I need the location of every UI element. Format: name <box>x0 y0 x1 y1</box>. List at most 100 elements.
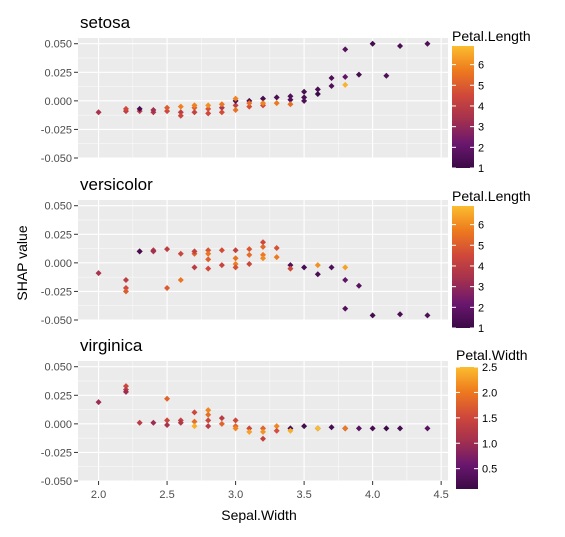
legend-tick-label: 2 <box>478 142 484 154</box>
data-point <box>164 422 171 428</box>
data-point <box>424 312 431 319</box>
data-point <box>218 415 225 422</box>
legend-tick-label: 6 <box>478 220 484 232</box>
data-point <box>136 105 143 112</box>
data-point <box>177 277 184 283</box>
data-point <box>424 425 431 432</box>
y-tick-label: -0.050 <box>41 153 72 165</box>
panel-background <box>78 361 448 481</box>
data-point <box>232 425 239 432</box>
data-point <box>150 248 157 255</box>
data-point <box>177 250 184 257</box>
legend-tick-label: 1 <box>478 163 484 175</box>
data-point <box>260 255 266 262</box>
data-point <box>205 265 212 272</box>
data-point <box>150 107 157 113</box>
facet-panel-setosa: -0.050 -0.025 0.000 0.025 0.050 setosa <box>41 13 448 165</box>
x-axis: 2.0 2.5 3.0 3.5 4.0 4.5 <box>91 481 449 501</box>
data-point <box>287 101 294 108</box>
legend-tick-label: 1.0 <box>482 438 497 450</box>
data-point <box>218 109 225 116</box>
data-point <box>287 262 294 269</box>
data-point <box>164 104 171 111</box>
data-point <box>301 88 308 95</box>
data-point <box>177 109 184 116</box>
data-point <box>246 261 253 267</box>
legend-tick-label: 3 <box>478 282 484 294</box>
legend-colorbar <box>452 206 474 328</box>
y-tick-label: -0.050 <box>41 476 72 488</box>
data-point <box>232 264 239 271</box>
data-point <box>232 247 239 254</box>
data-point <box>136 419 143 426</box>
data-point <box>191 409 198 416</box>
facet-panel-virginica: -0.050 -0.025 0.000 0.025 0.050 virginica <box>41 336 448 488</box>
data-point <box>273 245 280 251</box>
y-tick-label: 0.000 <box>44 419 72 431</box>
data-point <box>95 109 102 116</box>
data-point <box>191 418 198 425</box>
data-point <box>122 105 129 112</box>
x-tick-label: 3.5 <box>296 489 311 501</box>
data-point <box>383 72 390 79</box>
legend-tick-label: 6 <box>478 60 484 72</box>
data-point <box>205 105 212 112</box>
y-tick-label: 0.025 <box>44 390 72 402</box>
data-point <box>342 425 349 432</box>
data-point <box>342 305 349 312</box>
y-tick-label: -0.025 <box>41 447 72 459</box>
data-point <box>122 288 129 295</box>
data-point <box>314 425 321 432</box>
y-tick-label: 0.000 <box>44 258 72 270</box>
data-point <box>122 285 129 291</box>
data-point <box>273 254 280 261</box>
legend-tick-label: 2 <box>478 302 484 314</box>
data-point <box>314 271 321 278</box>
data-point <box>177 419 184 426</box>
data-point <box>314 262 321 269</box>
data-point <box>301 94 308 101</box>
data-point <box>246 100 253 107</box>
color-legend-versicolor: Petal.Length 1 2 3 4 5 6 <box>452 188 531 335</box>
facet-panels: -0.050-0.0250.0000.0250.050setosa-0.050-… <box>41 13 448 488</box>
data-point <box>328 83 335 89</box>
data-point <box>232 107 239 113</box>
data-point <box>342 81 349 88</box>
y-tick-label: 0.025 <box>44 67 72 79</box>
color-legend-virginica: Petal.Width 0.5 1.0 1.5 2.0 2.5 <box>456 347 528 489</box>
data-point <box>232 102 239 109</box>
data-point <box>369 425 376 432</box>
data-point <box>191 102 198 109</box>
y-tick-label: 0.050 <box>44 362 72 374</box>
data-point <box>301 97 308 104</box>
data-point <box>260 435 266 442</box>
data-point <box>205 417 212 424</box>
data-point <box>164 395 171 402</box>
data-point <box>287 93 294 100</box>
data-point <box>287 265 294 272</box>
data-point <box>205 110 212 117</box>
data-point <box>342 264 349 271</box>
legend-tick-label: 5 <box>478 240 484 252</box>
data-point <box>301 264 308 271</box>
data-point <box>260 425 266 432</box>
data-point <box>287 96 294 103</box>
data-point <box>355 282 362 289</box>
data-point <box>164 285 171 291</box>
data-point <box>122 388 129 395</box>
data-point <box>246 428 253 435</box>
facet-panel-versicolor: -0.050 -0.025 0.000 0.025 0.050 versicolor <box>41 175 448 327</box>
data-point <box>314 86 321 93</box>
x-tick-label: 3.0 <box>228 489 243 501</box>
y-tick-label: 0.025 <box>44 229 72 241</box>
data-point <box>342 46 349 53</box>
data-point <box>273 427 280 434</box>
data-point <box>205 250 212 257</box>
data-point <box>369 312 376 319</box>
data-point <box>342 73 349 80</box>
data-point <box>397 311 404 318</box>
data-point <box>355 425 362 432</box>
legend-tick-label: 1.5 <box>482 413 497 425</box>
legend-tick-label: 0.5 <box>482 464 497 476</box>
